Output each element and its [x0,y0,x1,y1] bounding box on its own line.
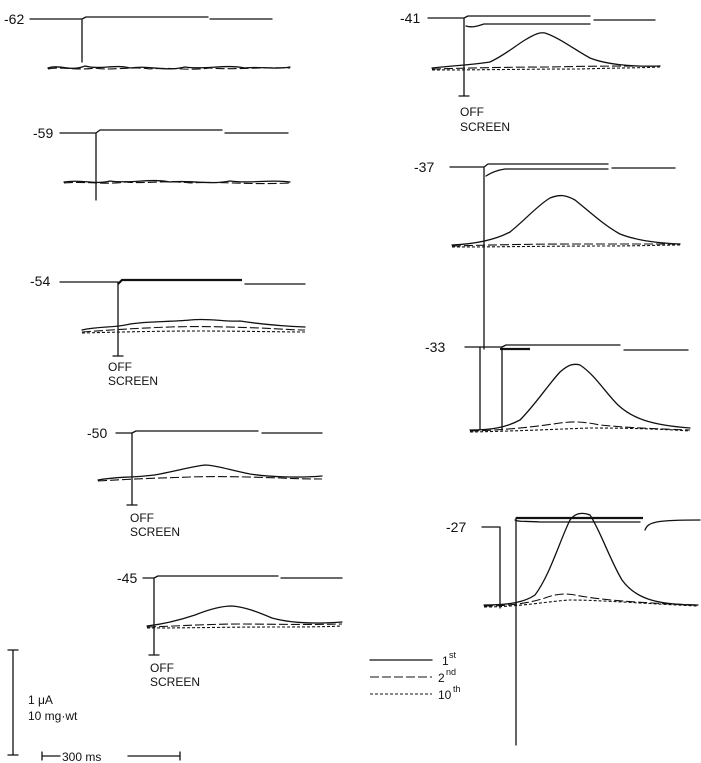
vertical-scale-bar [7,649,19,756]
tension-trace-2nd [47,67,291,70]
legend-label-2nd: 2 [438,671,445,685]
horizontal-scale-bar [41,751,181,761]
voltage-step-trace [29,16,273,63]
tension-trace-2nd [63,181,291,185]
legend-label-1st: 1 [442,654,449,668]
panel-minus-50: -50 OFF SCREEN [87,425,323,539]
time-scale-label: 300 ms [62,750,101,763]
voltage-label: -54 [30,273,50,289]
panel-minus-62: -62 [4,11,291,70]
panel-minus-59: -59 [33,125,291,201]
off-screen-label: OFF [130,511,154,525]
off-screen-label: SCREEN [130,525,180,539]
voltage-step-sag [465,23,591,28]
off-screen-label: SCREEN [108,374,158,388]
panel-minus-37: -37 [414,159,681,350]
tension-trace-2nd [469,421,691,432]
tension-trace-2nd [451,243,680,247]
voltage-step-trace [481,526,501,609]
tension-trace-1st [431,32,661,69]
tension-trace-10th [451,244,681,248]
tension-trace-1st [469,363,691,431]
tension-trace-2nd [431,65,661,70]
voltage-step-trace [449,163,676,247]
tension-trace-2nd [81,326,306,333]
tension-trace-2nd [97,476,323,482]
tension-trace-10th [469,427,691,433]
legend: 1 st 2 nd 10 th [369,650,461,702]
voltage-label: -50 [87,425,107,441]
legend-sup-10th: th [453,684,461,694]
tension-trace-1st [146,605,343,627]
voltage-step-sag [485,168,609,177]
off-screen-label: OFF [150,661,174,675]
tension-trace-1st [483,512,699,606]
voltage-step-trace [142,575,343,631]
legend-sup-1st: st [449,650,457,660]
voltage-step-trace [59,281,306,331]
force-scale-label: 10 mg·wt [28,709,78,723]
current-scale-label: 1 μA [28,693,53,707]
voltage-step-trace [464,344,689,431]
legend-label-10th: 10 [438,688,452,702]
off-screen-label: OFF [108,360,132,374]
voltage-step-trace [427,15,656,69]
panel-minus-54: -54 OFF SCREEN [30,273,306,388]
tension-trace-1st [81,318,306,331]
voltage-label: -41 [400,10,420,26]
panel-minus-27: -27 [446,512,701,746]
panel-minus-33: -33 [425,339,691,433]
off-screen-label: SCREEN [460,120,510,134]
off-screen-marker [112,329,124,357]
off-screen-marker [148,629,160,656]
voltage-label: -45 [117,570,137,586]
off-screen-marker [458,67,470,97]
tension-trace-10th [431,66,661,71]
voltage-step-trace [514,519,701,531]
tension-trace-1st [97,464,323,481]
off-screen-label: OFF [460,105,484,119]
voltage-step-bold [117,278,242,285]
off-screen-label: SCREEN [150,675,200,689]
off-screen-marker [126,479,138,506]
tension-trace-10th [146,625,343,629]
tension-trace-10th [81,330,306,334]
voltage-step-trace [59,129,289,201]
panel-minus-41: -41 OFF SCREEN [400,10,661,134]
voltage-label: -62 [4,11,24,27]
tension-trace-1st [63,179,291,184]
voltage-label: -27 [446,519,466,535]
tension-trace-1st [451,194,681,246]
legend-sup-2nd: nd [446,667,456,677]
tension-trace-2nd [483,593,699,607]
voltage-step-trace [115,430,323,481]
voltage-label: -37 [414,159,434,175]
panel-minus-45: -45 OFF SCREEN [117,570,343,689]
voltage-label: -59 [33,125,53,141]
tension-trace-2nd [146,623,343,628]
scale-bar: 1 μA 10 mg·wt 300 ms [7,649,181,763]
tension-trace-10th [483,599,699,608]
voltage-label: -33 [425,339,445,355]
